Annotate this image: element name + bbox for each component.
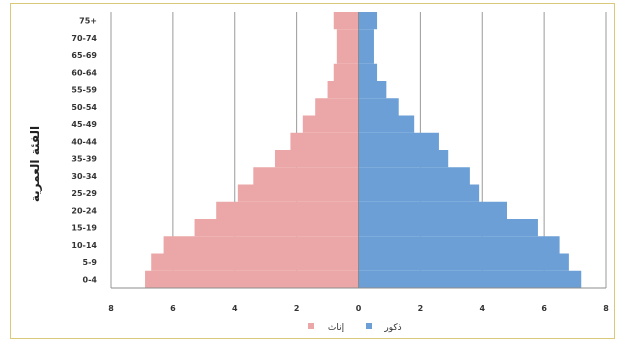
female-bar-60-64: [333, 63, 359, 81]
x-tick-label: 0: [356, 304, 362, 313]
male-bar-45-49: [358, 115, 415, 133]
y-tick-label: 60-64: [71, 68, 97, 77]
female-bar-0-4: [145, 270, 359, 288]
male-bar-60-64: [358, 63, 378, 81]
female-bar-15-19: [194, 219, 359, 237]
male-bar-15-19: [358, 219, 538, 237]
x-tick-label: 4: [479, 304, 485, 313]
male-bar-0-4: [358, 270, 582, 288]
legend-label: ذكور: [383, 323, 401, 333]
y-tick-label: 70-74: [71, 34, 97, 43]
male-bar-5-9: [358, 253, 569, 271]
chart-frame: 0-4 5-9 10-14 15-19 20-24 25-29 30-34 35-39 40-4…: [10, 3, 615, 339]
female-bar-65-69: [336, 46, 359, 64]
male-bar-35-39: [358, 150, 449, 168]
y-tick-label: 15-19: [71, 224, 97, 233]
legend-label: إناث: [328, 323, 344, 333]
female-bar-10-14: [163, 236, 359, 254]
x-tick-label: 2: [418, 304, 424, 313]
y-tick-label: 0-4: [83, 275, 98, 284]
female-bar-55-59: [327, 81, 359, 99]
y-tick-label: 20-24: [71, 206, 97, 215]
legend-swatch: [366, 323, 372, 329]
female-bar-50-54: [315, 98, 359, 116]
female-bar-5-9: [151, 253, 359, 271]
y-axis-label: الفئة العمرية: [28, 126, 42, 202]
legend: إناث ذكور: [308, 323, 402, 333]
bars-layer: [145, 12, 582, 288]
female-bar-35-39: [274, 150, 359, 168]
x-tick-label: 4: [232, 304, 238, 313]
y-tick-label: 45-49: [71, 120, 97, 129]
male-bar-10-14: [358, 236, 560, 254]
x-tick-label: 6: [170, 304, 176, 313]
x-tick-label: 2: [294, 304, 300, 313]
y-tick-label: 25-29: [71, 189, 97, 198]
y-tick-label: 65-69: [71, 51, 97, 60]
axis-layer: 0-4 5-9 10-14 15-19 20-24 25-29 30-34 35-39 40-4…: [71, 12, 609, 313]
y-tick-label: 55-59: [71, 86, 97, 95]
x-tick-label: 8: [108, 304, 114, 313]
male-bar-25-29: [358, 184, 480, 202]
female-bar-25-29: [237, 184, 359, 202]
male-bar-65-69: [358, 46, 374, 64]
male-bar-50-54: [358, 98, 399, 116]
y-tick-label: 50-54: [71, 103, 97, 112]
y-tick-label: 5-9: [83, 258, 98, 267]
x-tick-label: 6: [541, 304, 547, 313]
y-tick-label: 35-39: [71, 155, 97, 164]
y-tick-label: 75+: [79, 17, 97, 26]
population-pyramid-chart: 0-4 5-9 10-14 15-19 20-24 25-29 30-34 35-39 40-4…: [28, 12, 609, 333]
male-bar-30-34: [358, 167, 470, 185]
x-tick-label: 8: [603, 304, 609, 313]
y-tick-label: 10-14: [71, 241, 97, 250]
female-bar-45-49: [302, 115, 359, 133]
female-bar-70-74: [336, 29, 359, 47]
female-bar-40-44: [290, 132, 359, 150]
legend-swatch: [308, 323, 314, 329]
female-bar-30-34: [253, 167, 359, 185]
male-bar-40-44: [358, 132, 439, 150]
male-bar-55-59: [358, 81, 387, 99]
male-bar-70-74: [358, 29, 374, 47]
male-bar-20-24: [358, 201, 507, 219]
y-tick-label: 30-34: [71, 172, 97, 181]
female-bar-20-24: [216, 201, 359, 219]
female-bar-75+: [333, 12, 359, 30]
y-tick-label: 40-44: [71, 137, 97, 146]
male-bar-75+: [358, 12, 378, 30]
